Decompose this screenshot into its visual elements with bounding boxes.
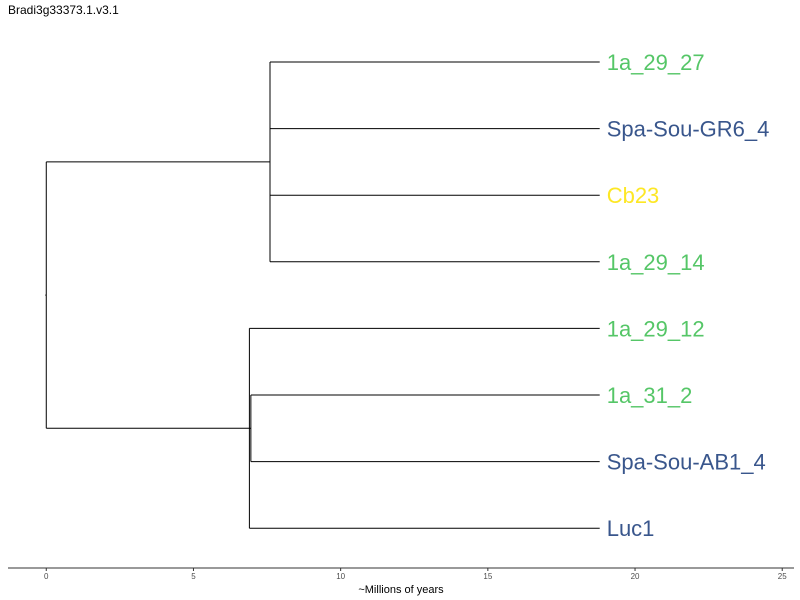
x-tick-label: 10 (336, 572, 345, 581)
x-axis: 0 5 10 15 20 25 ~Millions of years (8, 567, 794, 596)
x-tick-label: 5 (191, 572, 196, 581)
tip-label: 1a_29_27 (607, 50, 705, 75)
tip-label: Cb23 (607, 183, 660, 208)
tip-label: 1a_29_12 (607, 316, 705, 341)
tip-label: Spa-Sou-GR6_4 (607, 117, 770, 142)
tip-label: 1a_31_2 (607, 383, 693, 408)
x-tick-label: 20 (631, 572, 640, 581)
tip-label: Luc1 (607, 516, 655, 541)
x-axis-title: ~Millions of years (358, 584, 444, 596)
tip-label: 1a_29_14 (607, 250, 705, 275)
x-tick-label: 25 (778, 572, 787, 581)
branches (45, 61, 600, 529)
x-tick-label: 0 (44, 572, 49, 581)
tip-labels: 1a_29_27 Spa-Sou-GR6_4 Cb23 1a_29_14 1a_29_1… (607, 50, 770, 541)
x-tick-label: 15 (483, 572, 492, 581)
x-ticks: 0 5 10 15 20 25 (44, 568, 787, 581)
tip-label: Spa-Sou-AB1_4 (607, 450, 766, 475)
plot-title: Bradi3g33373.1.v3.1 (8, 3, 119, 17)
